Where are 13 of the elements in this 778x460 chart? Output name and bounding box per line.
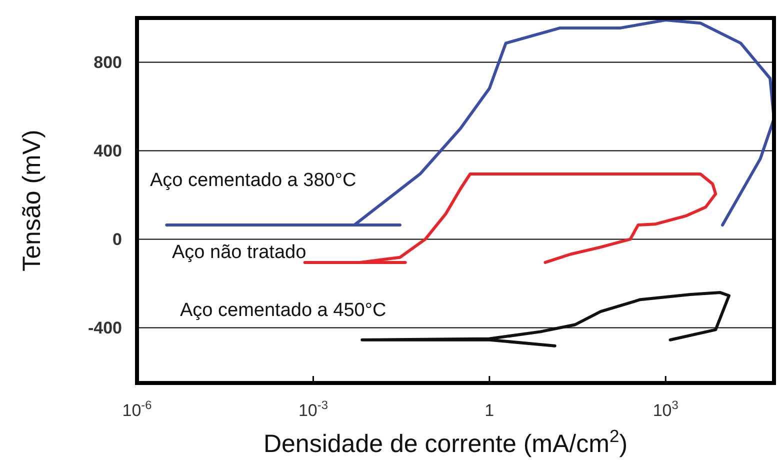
x-tick-label: 1 — [484, 401, 494, 420]
x-tick-label: 10$^{-3}$ — [298, 398, 328, 420]
y-axis-title: Tensão (mV) — [18, 130, 46, 272]
series-label: Aço não tratado — [172, 242, 306, 263]
y-tick-label: 800 — [94, 53, 122, 72]
x-axis-title: Densidade de corrente (mA/cm$^{2}$) — [263, 426, 628, 458]
y-tick-label: 0 — [112, 230, 122, 250]
y-tick-label: -400 — [88, 318, 122, 338]
x-tick-label: 10$^{3}$ — [652, 398, 679, 420]
series-label: Aço cementado a 450°C — [180, 300, 386, 321]
x-tick-label: 10$^{-6}$ — [122, 398, 152, 420]
y-tick-label: 400 — [94, 142, 122, 161]
series-label: Aço cementado a 380°C — [150, 170, 356, 191]
